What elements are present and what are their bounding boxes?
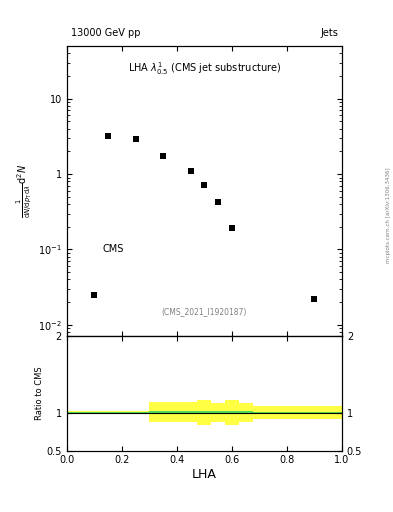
Y-axis label: Ratio to CMS: Ratio to CMS	[35, 367, 44, 420]
X-axis label: LHA: LHA	[192, 468, 217, 481]
Text: LHA $\lambda^{1}_{0.5}$ (CMS jet substructure): LHA $\lambda^{1}_{0.5}$ (CMS jet substru…	[128, 60, 281, 77]
Point	[215, 198, 221, 206]
Point	[229, 224, 235, 232]
Point	[311, 295, 318, 303]
Text: (CMS_2021_I1920187): (CMS_2021_I1920187)	[162, 307, 247, 316]
Point	[201, 181, 208, 189]
Text: 13000 GeV pp: 13000 GeV pp	[71, 28, 140, 38]
Point	[187, 167, 194, 175]
Point	[160, 152, 166, 160]
Point	[105, 132, 111, 140]
Y-axis label: $\frac{1}{\mathrm{d}N/\mathrm{d}p_\mathrm{T}\,\mathrm{d}\lambda}\mathrm{d}^2N$: $\frac{1}{\mathrm{d}N/\mathrm{d}p_\mathr…	[15, 164, 34, 219]
Text: mcplots.cern.ch [arXiv:1306.3436]: mcplots.cern.ch [arXiv:1306.3436]	[386, 167, 391, 263]
Text: CMS: CMS	[103, 244, 124, 253]
Text: Jets: Jets	[320, 28, 338, 38]
Point	[91, 291, 97, 299]
Point	[132, 135, 139, 143]
